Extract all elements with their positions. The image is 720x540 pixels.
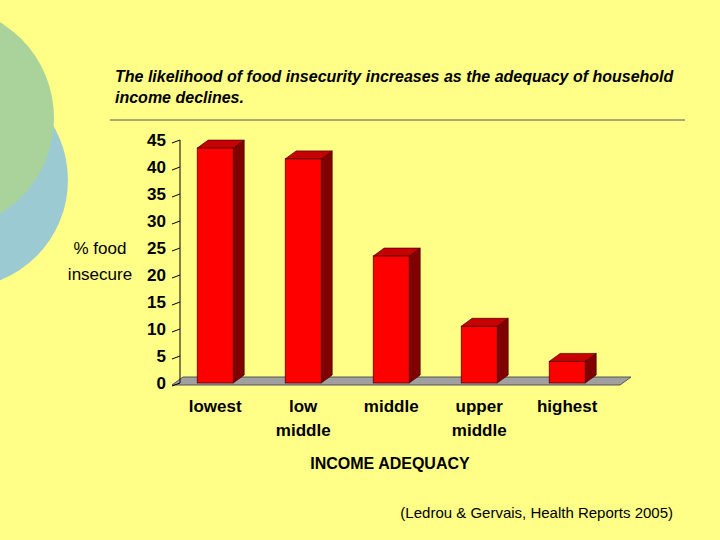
x-tick-label: highest	[537, 397, 598, 416]
citation: (Ledrou & Gervais, Health Reports 2005)	[400, 504, 673, 521]
title-rule	[110, 120, 685, 121]
y-tick-label: 35	[147, 185, 166, 204]
bar	[285, 151, 332, 383]
bar	[461, 318, 508, 383]
y-tick-label: 30	[147, 212, 166, 231]
bar-side	[233, 140, 244, 383]
y-tick	[172, 221, 180, 224]
y-tick-label: 10	[147, 320, 166, 339]
x-tick-label: middle	[364, 397, 419, 416]
bar-front	[197, 148, 233, 383]
bar-top	[197, 140, 244, 148]
y-tick	[172, 275, 180, 278]
bar-front	[285, 159, 321, 383]
bar-side	[321, 151, 332, 383]
bar-top	[461, 318, 508, 326]
y-tick	[172, 329, 180, 332]
y-tick	[172, 248, 180, 251]
y-axis-label: % foodinsecure	[68, 239, 132, 284]
x-tick-label: lowmiddle	[276, 397, 331, 440]
y-tick	[172, 167, 180, 170]
y-tick	[172, 383, 180, 386]
y-tick	[172, 356, 180, 359]
decor-circle	[0, 6, 54, 230]
bar-front	[461, 326, 497, 383]
y-tick	[172, 302, 180, 305]
bar-top	[285, 151, 332, 159]
bars	[197, 140, 596, 383]
x-tick-label: uppermiddle	[452, 397, 507, 440]
bar	[197, 140, 244, 383]
bar	[373, 248, 420, 383]
y-tick	[172, 140, 180, 143]
y-tick	[172, 194, 180, 197]
title: The likelihood of food insecurity increa…	[115, 66, 675, 108]
y-tick-label: 20	[147, 266, 166, 285]
y-tick-label: 5	[157, 347, 166, 366]
y-tick-label: 40	[147, 158, 166, 177]
y-tick-label: 15	[147, 293, 166, 312]
x-tick-label: lowest	[189, 397, 242, 416]
bar-side	[497, 318, 508, 383]
y-tick-label: 45	[147, 131, 166, 150]
bar-top	[373, 248, 420, 256]
x-axis-label: INCOME ADEQUACY	[310, 455, 470, 472]
bar-top	[549, 353, 596, 361]
bar-front	[549, 361, 585, 383]
bar-front	[373, 256, 409, 383]
y-tick-label: 0	[157, 374, 166, 393]
y-tick-label: 25	[147, 239, 166, 258]
bar	[549, 353, 596, 383]
y-axis	[180, 140, 181, 383]
bar-side	[409, 248, 420, 383]
